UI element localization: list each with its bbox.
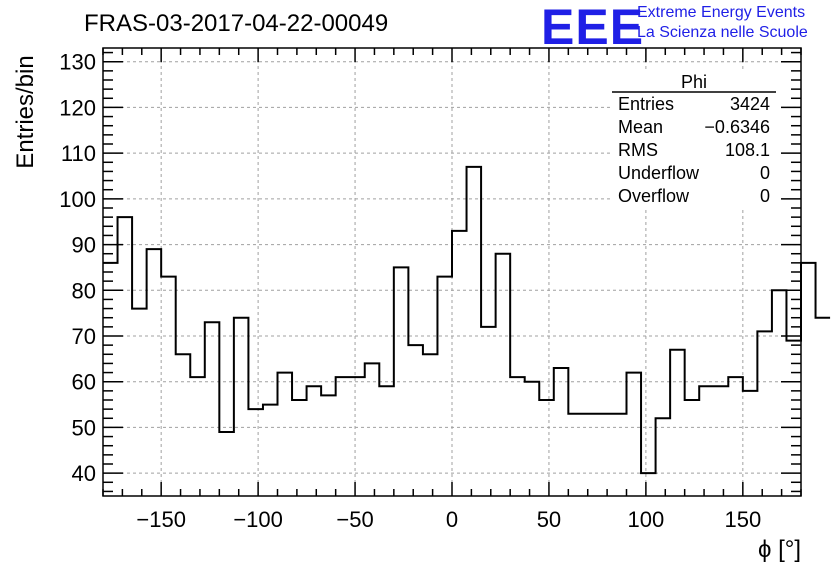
y-tick-label: 90	[72, 233, 96, 258]
y-tick-label: 50	[72, 415, 96, 440]
x-tick-label: 50	[537, 507, 561, 532]
plot-frame	[102, 47, 802, 497]
y-tick-label: 130	[59, 50, 96, 75]
y-tick-label: 100	[59, 187, 96, 212]
x-tick-label: 0	[446, 507, 458, 532]
stats-value: −0.6346	[704, 117, 770, 137]
x-tick-labels: −150 −100 −50 0 50 100 150	[136, 507, 761, 532]
x-tick-label: 150	[724, 507, 761, 532]
stats-value: 0	[760, 163, 770, 183]
y-tick-label: 70	[72, 324, 96, 349]
x-tick-label: 100	[628, 507, 665, 532]
y-tick-label: 120	[59, 95, 96, 120]
histogram-line	[103, 165, 831, 475]
chart-title: FRAS-03-2017-04-22-00049	[84, 10, 389, 37]
x-tick-label: −100	[233, 507, 283, 532]
stats-label: Underflow	[618, 163, 700, 183]
stats-label: Overflow	[618, 186, 690, 206]
x-tick-label: −50	[336, 507, 373, 532]
stats-value: 108.1	[725, 140, 770, 160]
stats-label: Entries	[618, 94, 674, 114]
stats-value: 0	[760, 186, 770, 206]
logo-line-2: La Scienza nelle Scuole	[637, 24, 808, 41]
y-tick-labels: 40 50 60 70 80 90 100 110 120 130	[59, 50, 96, 486]
stats-box: Phi Entries 3424 Mean −0.6346 RMS 108.1 Underf…	[610, 70, 778, 210]
y-tick-label: 110	[61, 141, 96, 166]
x-axis-label: ϕ [°]	[758, 536, 801, 563]
stats-name: Phi	[681, 72, 707, 92]
y-tick-label: 80	[72, 278, 96, 303]
logo-line-1: Extreme Energy Events	[637, 4, 806, 21]
logo-caption: Extreme Energy Events La Scienza nelle S…	[637, 3, 808, 43]
y-tick-label: 40	[72, 461, 96, 486]
stats-label: Mean	[618, 117, 663, 137]
stats-label: RMS	[618, 140, 658, 160]
y-tick-label: 60	[72, 370, 96, 395]
x-tick-label: −150	[136, 507, 186, 532]
y-axis-label: Entries/bin	[12, 55, 39, 168]
stats-value: 3424	[730, 94, 770, 114]
eee-logo: EEE	[541, 0, 645, 55]
